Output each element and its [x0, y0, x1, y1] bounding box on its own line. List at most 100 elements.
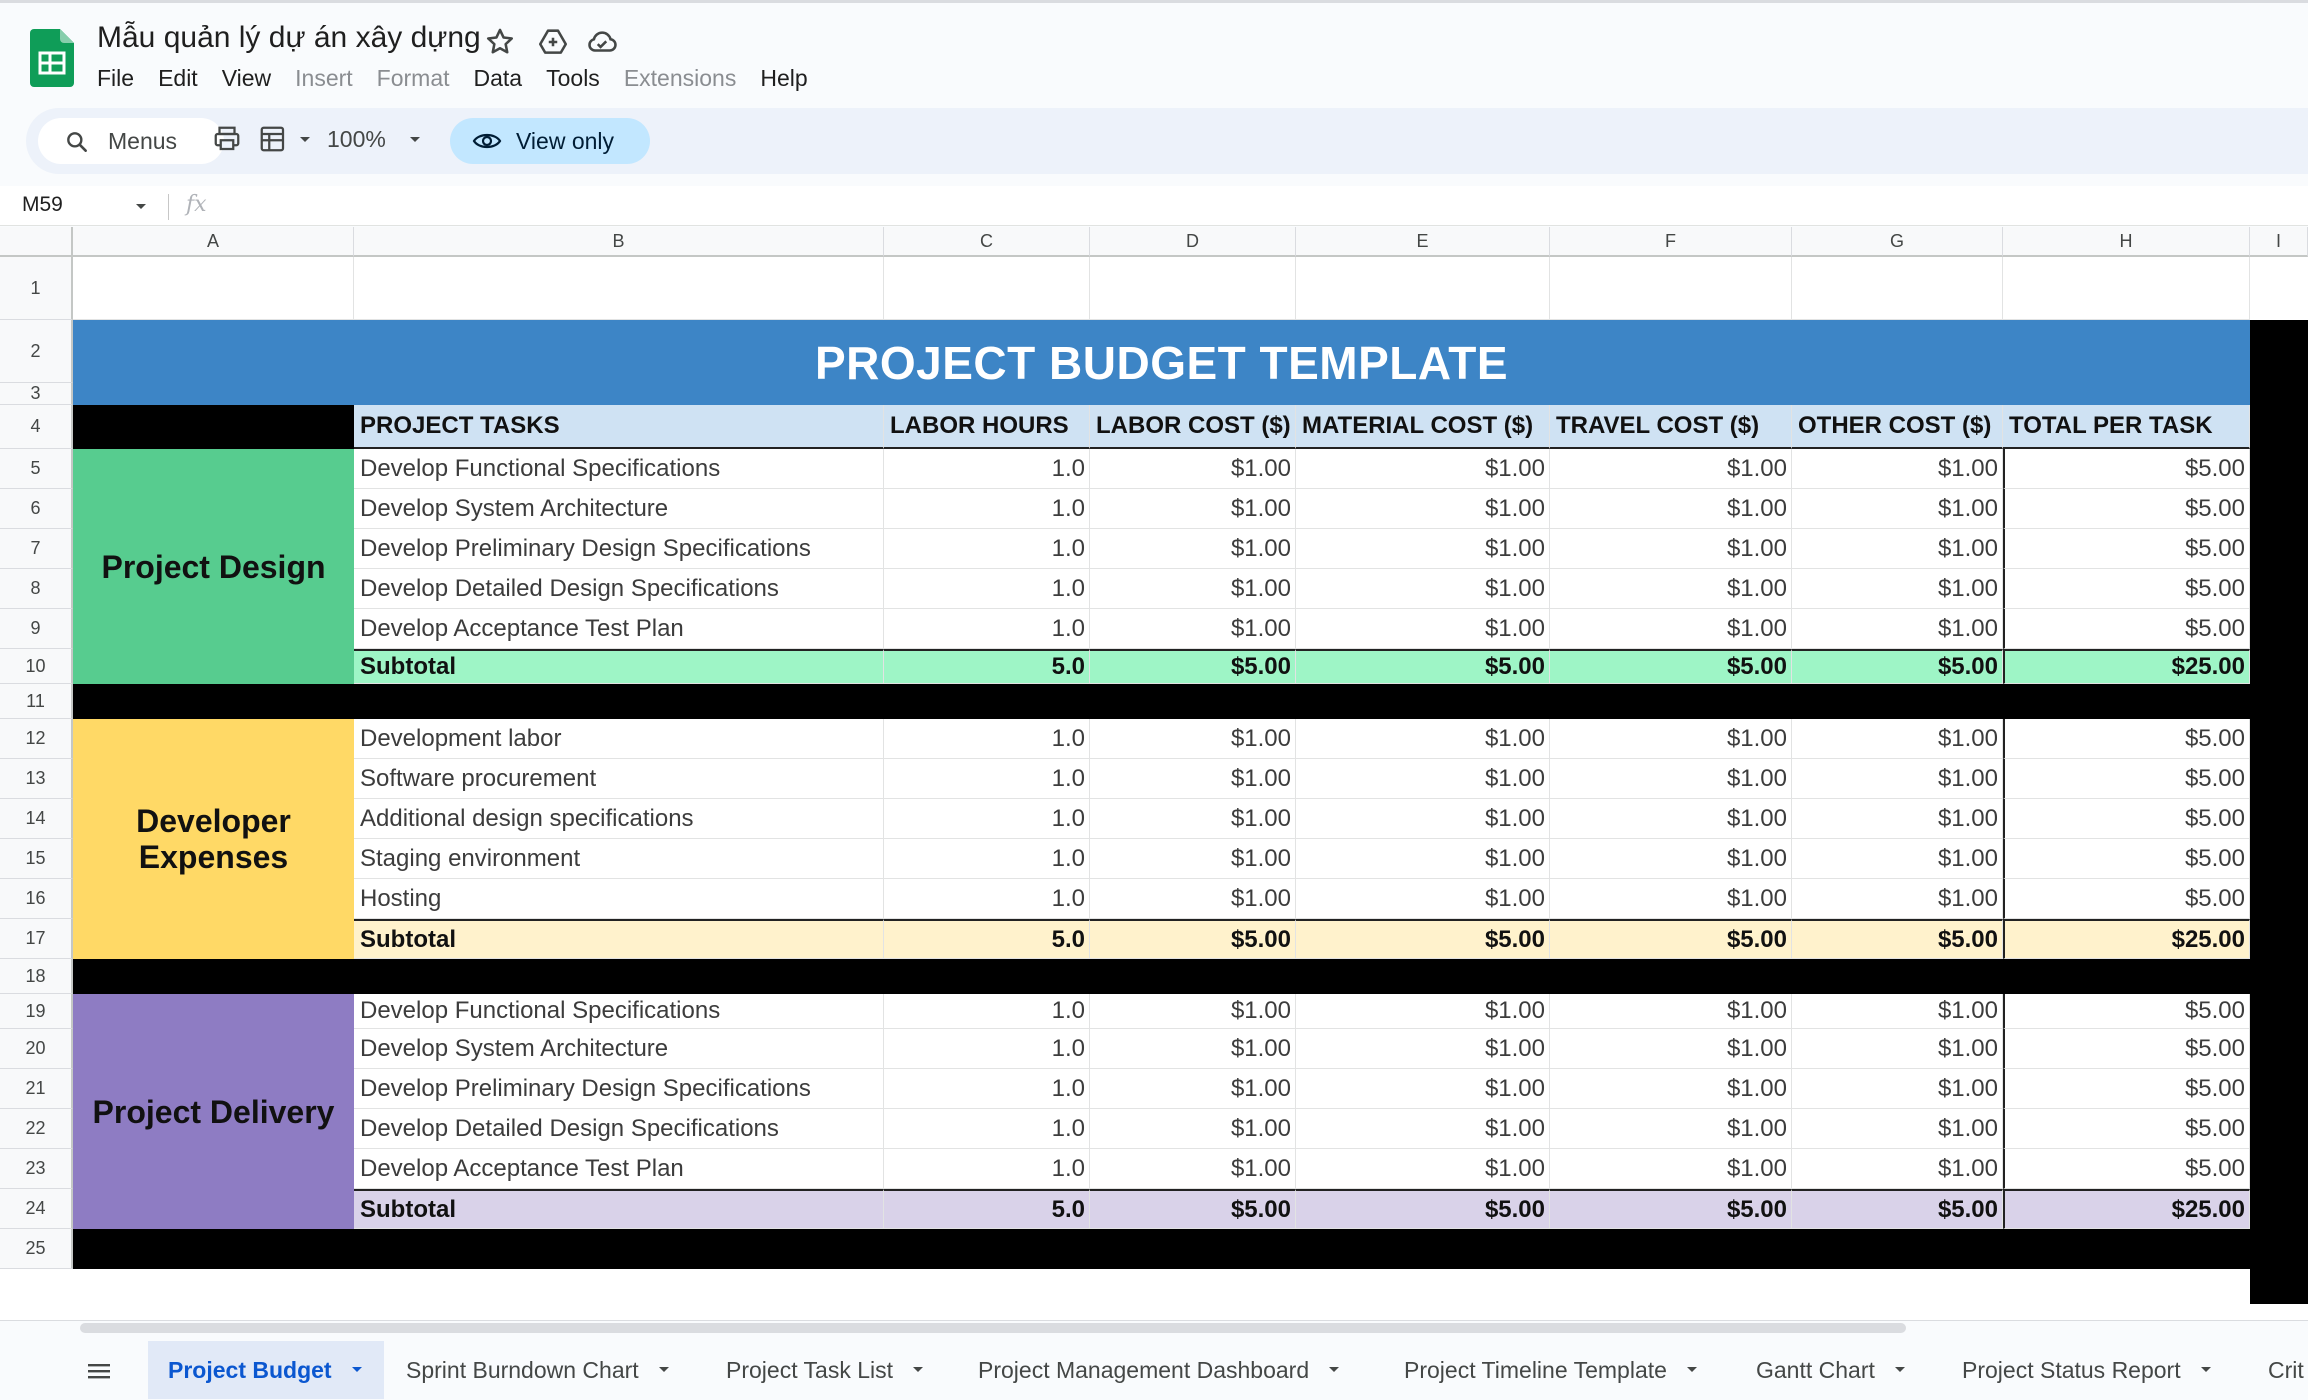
task-name-cell[interactable]: Develop Functional Specifications	[354, 994, 884, 1029]
value-cell[interactable]: $1.00	[1792, 719, 2003, 759]
row-header-25[interactable]: 25	[0, 1229, 73, 1269]
row-header-20[interactable]: 20	[0, 1029, 73, 1069]
row-header-9[interactable]: 9	[0, 609, 73, 649]
value-cell[interactable]: $1.00	[1550, 529, 1792, 569]
row-header-3[interactable]: 3	[0, 383, 73, 405]
row-header-13[interactable]: 13	[0, 759, 73, 799]
value-cell[interactable]: $1.00	[1550, 489, 1792, 529]
value-cell[interactable]: $1.00	[1792, 1149, 2003, 1189]
value-cell[interactable]: $1.00	[1296, 449, 1550, 489]
task-name-cell[interactable]: Develop Preliminary Design Specification…	[354, 529, 884, 569]
value-cell[interactable]: 1.0	[884, 1109, 1090, 1149]
value-cell[interactable]: $1.00	[1792, 759, 2003, 799]
all-sheets-menu-icon[interactable]	[86, 1361, 112, 1381]
subtotal-value[interactable]: $5.00	[1792, 649, 2003, 684]
subtotal-value[interactable]: $5.00	[1550, 649, 1792, 684]
task-name-cell[interactable]: Develop Detailed Design Specifications	[354, 569, 884, 609]
value-cell[interactable]: $1.00	[1090, 449, 1296, 489]
subtotal-value[interactable]: $5.00	[1296, 919, 1550, 959]
value-cell[interactable]: 1.0	[884, 609, 1090, 649]
value-cell[interactable]: $1.00	[1296, 994, 1550, 1029]
menu-insert[interactable]: Insert	[295, 65, 353, 91]
value-cell[interactable]: $1.00	[1090, 1069, 1296, 1109]
value-cell[interactable]: $5.00	[2003, 1029, 2250, 1069]
column-header-5[interactable]: OTHER COST ($)	[1792, 405, 2003, 449]
value-cell[interactable]: $1.00	[1792, 879, 2003, 919]
column-header-h[interactable]: H	[2003, 227, 2250, 257]
value-cell[interactable]: $1.00	[1296, 489, 1550, 529]
value-cell[interactable]: $1.00	[1090, 489, 1296, 529]
column-header-1[interactable]: LABOR HOURS	[884, 405, 1090, 449]
value-cell[interactable]: $5.00	[2003, 879, 2250, 919]
value-cell[interactable]: $1.00	[1090, 719, 1296, 759]
menu-format[interactable]: Format	[376, 65, 450, 91]
subtotal-value[interactable]: 5.0	[884, 919, 1090, 959]
document-title[interactable]: Mẫu quản lý dự án xây dựng	[97, 21, 481, 54]
value-cell[interactable]: $1.00	[1296, 1109, 1550, 1149]
sheet-tab-crit[interactable]: Crit	[2248, 1341, 2304, 1399]
value-cell[interactable]: $1.00	[1550, 719, 1792, 759]
subtotal-value[interactable]: $5.00	[1296, 649, 1550, 684]
value-cell[interactable]: $1.00	[1792, 1109, 2003, 1149]
row-header-4[interactable]: 4	[0, 405, 73, 449]
subtotal-value[interactable]: $5.00	[1296, 1189, 1550, 1229]
chevron-down-icon[interactable]	[298, 135, 312, 145]
subtotal-value[interactable]: 5.0	[884, 1189, 1090, 1229]
subtotal-value[interactable]: $5.00	[1090, 649, 1296, 684]
value-cell[interactable]: $1.00	[1090, 994, 1296, 1029]
sheets-logo-icon[interactable]	[30, 29, 74, 87]
value-cell[interactable]: $1.00	[1792, 994, 2003, 1029]
menu-help[interactable]: Help	[760, 65, 808, 91]
column-header-e[interactable]: E	[1296, 227, 1550, 257]
sheet-tab-project-budget[interactable]: Project Budget	[148, 1341, 384, 1399]
task-name-cell[interactable]: Hosting	[354, 879, 884, 919]
subtotal-value[interactable]: $5.00	[1550, 919, 1792, 959]
value-cell[interactable]: $5.00	[2003, 839, 2250, 879]
cell-empty[interactable]	[884, 257, 1090, 320]
value-cell[interactable]: 1.0	[884, 449, 1090, 489]
value-cell[interactable]: $1.00	[1296, 879, 1550, 919]
subtotal-value[interactable]: $5.00	[1792, 1189, 2003, 1229]
cell-empty[interactable]	[1296, 257, 1550, 320]
value-cell[interactable]: 1.0	[884, 569, 1090, 609]
task-name-cell[interactable]: Software procurement	[354, 759, 884, 799]
value-cell[interactable]: $5.00	[2003, 719, 2250, 759]
value-cell[interactable]: $1.00	[1550, 839, 1792, 879]
subtotal-value[interactable]: 5.0	[884, 649, 1090, 684]
subtotal-value[interactable]: $25.00	[2003, 1189, 2250, 1229]
row-header-8[interactable]: 8	[0, 569, 73, 609]
value-cell[interactable]: 1.0	[884, 759, 1090, 799]
subtotal-value[interactable]: $5.00	[1090, 919, 1296, 959]
task-name-cell[interactable]: Develop System Architecture	[354, 1029, 884, 1069]
value-cell[interactable]: $1.00	[1550, 994, 1792, 1029]
zoom-chevron-down-icon[interactable]	[408, 135, 422, 145]
task-name-cell[interactable]: Develop Acceptance Test Plan	[354, 1149, 884, 1189]
column-header-0[interactable]: PROJECT TASKS	[354, 405, 884, 449]
value-cell[interactable]: $1.00	[1550, 609, 1792, 649]
value-cell[interactable]: $1.00	[1792, 609, 2003, 649]
column-header-6[interactable]: TOTAL PER TASK	[2003, 405, 2250, 449]
row-header-15[interactable]: 15	[0, 839, 73, 879]
value-cell[interactable]: $1.00	[1090, 529, 1296, 569]
task-name-cell[interactable]: Develop Acceptance Test Plan	[354, 609, 884, 649]
column-header-g[interactable]: G	[1792, 227, 2003, 257]
cell-empty[interactable]	[2003, 257, 2250, 320]
value-cell[interactable]: $1.00	[1090, 879, 1296, 919]
value-cell[interactable]: $1.00	[1296, 569, 1550, 609]
row-header-12[interactable]: 12	[0, 719, 73, 759]
value-cell[interactable]: $1.00	[1296, 1149, 1550, 1189]
value-cell[interactable]: $1.00	[1792, 1029, 2003, 1069]
column-header-a[interactable]: A	[73, 227, 354, 257]
value-cell[interactable]: $1.00	[1090, 839, 1296, 879]
row-header-24[interactable]: 24	[0, 1189, 73, 1229]
subtotal-value[interactable]: $25.00	[2003, 649, 2250, 684]
sheet-tab-project-management-dashboard[interactable]: Project Management Dashboard	[958, 1341, 1341, 1399]
value-cell[interactable]: $1.00	[1550, 879, 1792, 919]
value-cell[interactable]: 1.0	[884, 994, 1090, 1029]
value-cell[interactable]: $1.00	[1550, 759, 1792, 799]
task-name-cell[interactable]: Develop Detailed Design Specifications	[354, 1109, 884, 1149]
subtotal-label[interactable]: Subtotal	[354, 649, 884, 684]
value-cell[interactable]: $1.00	[1090, 1109, 1296, 1149]
menu-tools[interactable]: Tools	[546, 65, 600, 91]
value-cell[interactable]: 1.0	[884, 1149, 1090, 1189]
